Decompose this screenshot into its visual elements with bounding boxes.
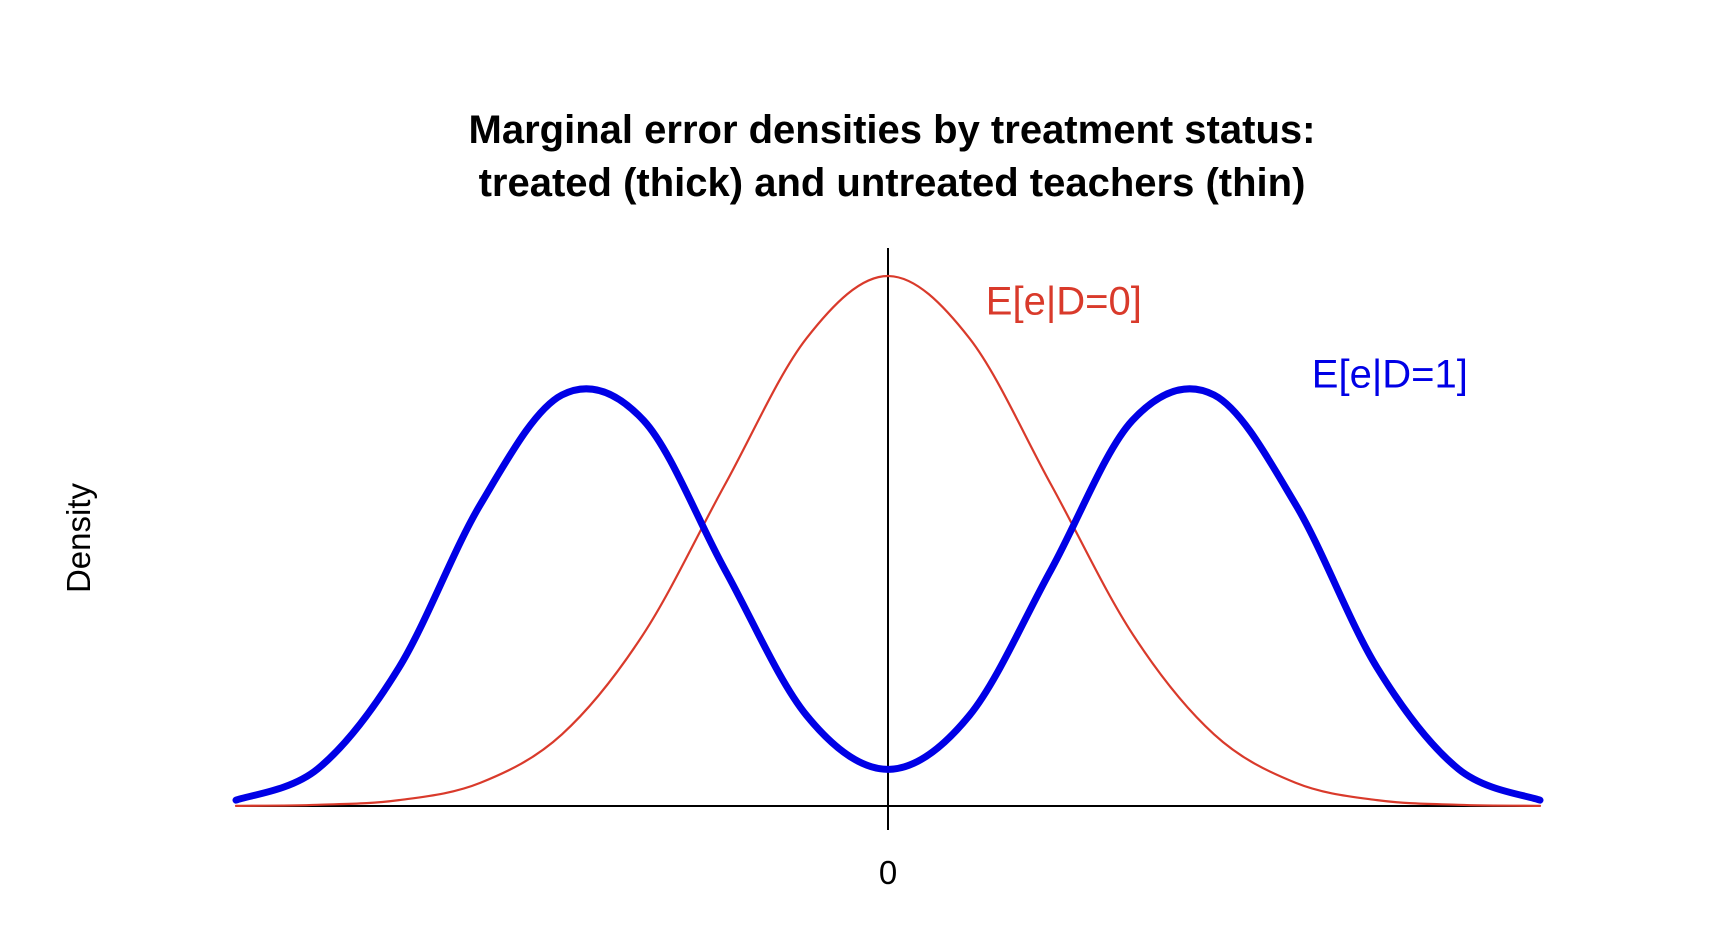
series-line-thin <box>234 274 1542 807</box>
x-tick-label: 0 <box>879 854 897 891</box>
plot-area: 0 E[e|D=0] E[e|D=1] <box>232 248 1544 891</box>
series-line-thick <box>232 385 1544 804</box>
chart-title-line-1: Marginal error densities by treatment st… <box>469 108 1316 152</box>
series-label-thin: E[e|D=0] <box>986 279 1142 323</box>
y-axis-label: Density <box>60 482 97 593</box>
series-label-thick: E[e|D=1] <box>1312 353 1468 397</box>
chart-title-line-2: treated (thick) and untreated teachers (… <box>479 161 1306 205</box>
